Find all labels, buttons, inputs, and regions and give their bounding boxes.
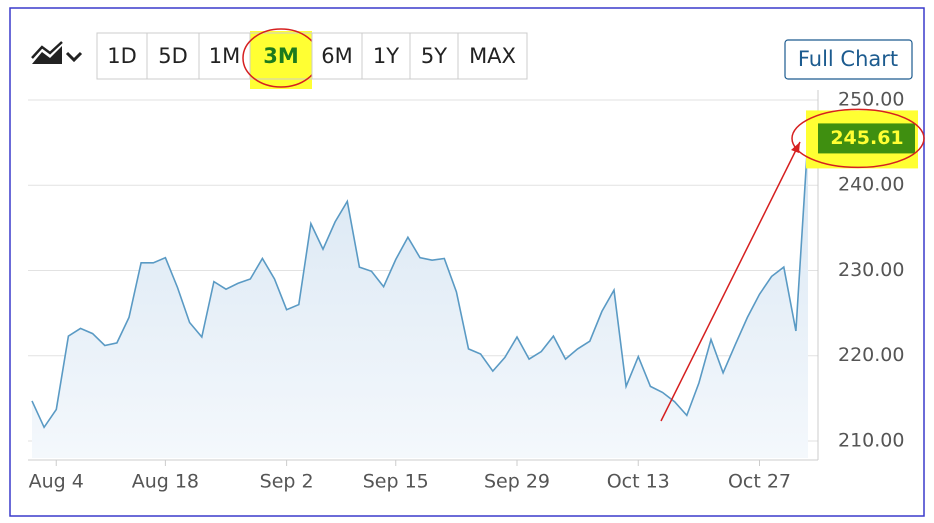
last-price-label: 245.61 xyxy=(830,127,903,149)
full-chart-box[interactable] xyxy=(784,39,913,80)
range-button[interactable] xyxy=(96,32,148,80)
chart-type-icon[interactable] xyxy=(31,41,83,64)
range-button[interactable] xyxy=(409,32,459,80)
y-tick-label: 240.00 xyxy=(838,174,904,196)
full-chart-label[interactable]: Full Chart xyxy=(798,47,898,71)
range-button[interactable] xyxy=(146,32,200,80)
range-button[interactable] xyxy=(361,32,411,80)
x-tick-label: Oct 13 xyxy=(607,471,670,493)
range-label[interactable]: 1Y xyxy=(373,44,399,68)
x-tick-label: Aug 18 xyxy=(132,471,199,493)
price-box xyxy=(818,123,915,154)
y-tick-label: 220.00 xyxy=(838,344,904,366)
y-tick-label: 230.00 xyxy=(838,259,904,281)
range-button[interactable] xyxy=(311,32,363,80)
x-tick-label: Aug 4 xyxy=(29,471,84,493)
plot: 210.00 220.00 230.00 240.00 250.00 Aug 4 Aug 1… xyxy=(28,89,925,493)
x-tick-label: Sep 29 xyxy=(484,471,550,493)
range-toolbar: 1D 5D 1M 3M 6M 1Y 5Y MAX xyxy=(96,28,528,89)
range-label[interactable]: MAX xyxy=(469,44,516,68)
range-label[interactable]: 1D xyxy=(107,44,137,68)
range-button[interactable] xyxy=(198,32,251,80)
x-tick-label: Sep 15 xyxy=(363,471,429,493)
range-button[interactable] xyxy=(457,32,528,80)
range-label[interactable]: 5Y xyxy=(421,44,447,68)
y-tick-label: 210.00 xyxy=(838,429,904,451)
x-tick-label: Sep 2 xyxy=(260,471,314,493)
range-label[interactable]: 3M xyxy=(263,44,299,68)
arrow-head xyxy=(791,142,800,153)
y-tick-label: 250.00 xyxy=(838,89,904,111)
highlight-circle xyxy=(791,108,925,169)
price-line xyxy=(31,137,809,429)
range-label[interactable]: 1M xyxy=(209,44,240,68)
x-tick-label: Oct 27 xyxy=(728,471,791,493)
area-fill xyxy=(32,137,808,458)
full-chart-button[interactable]: Full Chart xyxy=(784,39,913,80)
annotations xyxy=(660,141,801,422)
arrow xyxy=(660,141,801,422)
range-label[interactable]: 6M xyxy=(321,44,352,68)
range-label[interactable]: 5D xyxy=(158,44,188,68)
